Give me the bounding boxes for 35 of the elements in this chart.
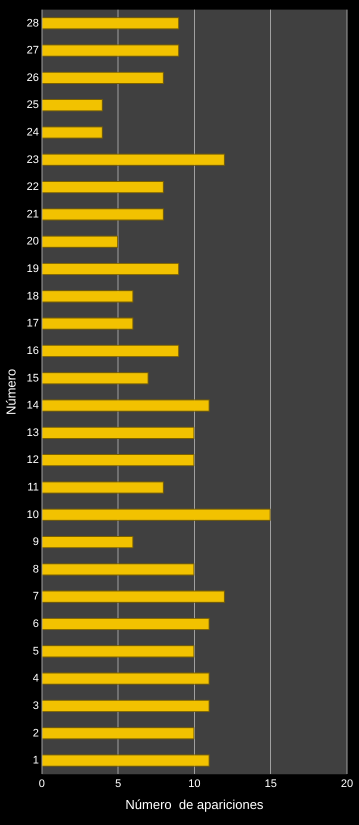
y-tick-label: 24 (26, 126, 39, 139)
y-tick-label: 15 (26, 372, 39, 384)
y-tick-label: 21 (26, 208, 39, 220)
y-tick-label: 18 (26, 290, 39, 302)
y-tick-label: 25 (26, 99, 39, 112)
y-tick-label: 12 (26, 454, 39, 466)
y-tick-label: 28 (26, 17, 39, 30)
y-tick-label: 4 (32, 672, 39, 685)
y-tick-label: 9 (32, 536, 39, 548)
y-tick-label: 5 (32, 645, 39, 658)
y-tick-label: 10 (26, 508, 39, 521)
y-tick-label: 6 (32, 618, 39, 630)
y-tick-label: 16 (26, 344, 39, 357)
y-tick-label: 14 (26, 400, 39, 412)
y-tick-label: 22 (26, 181, 39, 194)
x-axis-title: Número de apariciones (125, 796, 264, 812)
x-tick-label: 0 (38, 778, 45, 790)
y-tick-label: 2 (32, 727, 39, 740)
y-tick-label: 20 (26, 236, 39, 248)
x-tick-label: 10 (188, 778, 201, 790)
x-tick-label: 5 (115, 778, 122, 790)
y-tick-label: 7 (32, 590, 39, 603)
y-tick-label: 17 (26, 318, 39, 330)
x-tick-label: 20 (340, 778, 354, 790)
y-tick-label: 23 (26, 154, 39, 166)
y-tick-label: 19 (26, 263, 39, 276)
y-tick-label: 3 (32, 700, 39, 712)
x-tick-label: 15 (264, 778, 277, 790)
y-tick-label: 26 (26, 72, 39, 84)
y-axis-title: Número (3, 368, 18, 416)
y-tick-label: 13 (26, 426, 39, 439)
y-tick-label: 11 (27, 482, 39, 494)
y-tick-label: 27 (26, 44, 39, 57)
y-tick-label: 8 (32, 563, 39, 576)
y-tick-label: 1 (32, 754, 39, 767)
